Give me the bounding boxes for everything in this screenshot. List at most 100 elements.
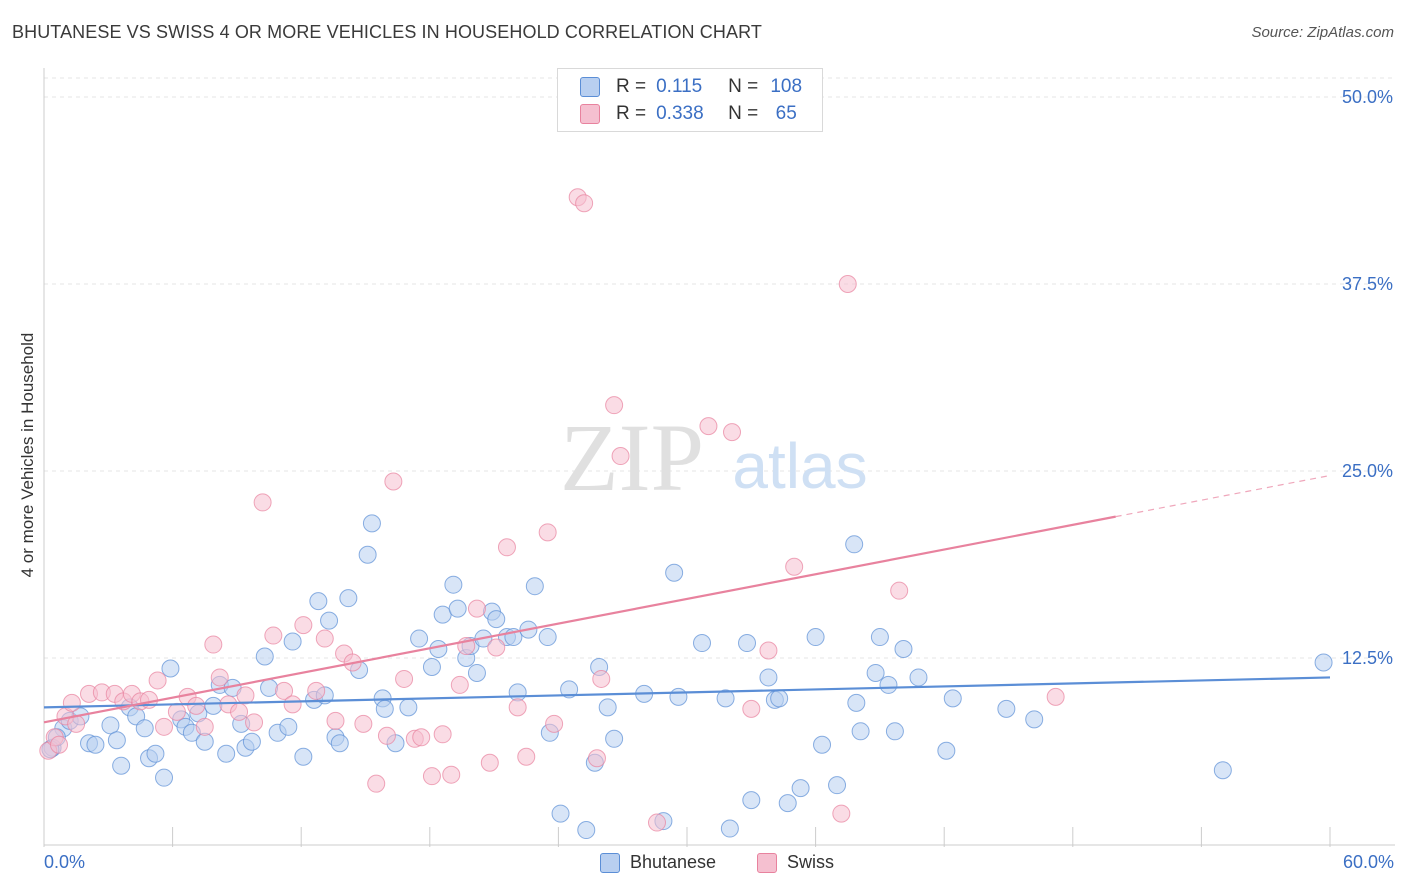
swiss-point — [587, 749, 606, 768]
r-label: R = — [616, 103, 647, 124]
bhutanese-point — [669, 687, 688, 706]
bhutanese-point — [943, 689, 962, 708]
bhutanese-point — [101, 716, 120, 735]
legend-item-bhutanese: Bhutanese — [600, 852, 716, 873]
bhutanese-legend-swatch — [600, 852, 620, 873]
bhutanese-point — [665, 563, 684, 582]
bhutanese-point — [851, 722, 870, 741]
bhutanese-point — [283, 632, 302, 651]
bhutanese-point — [538, 628, 557, 647]
bhutanese-r-value: 0.115 — [656, 76, 703, 97]
chart-title: BHUTANESE VS SWISS 4 OR MORE VEHICLES IN… — [12, 22, 762, 42]
bhutanese-point — [909, 668, 928, 687]
watermark: ZIP atlas — [560, 404, 868, 511]
swiss-point — [487, 638, 506, 657]
swiss-point — [283, 695, 302, 714]
bhutanese-point — [770, 689, 789, 708]
swiss-point — [545, 714, 564, 733]
swiss-point — [245, 713, 264, 732]
bhutanese-point — [759, 668, 778, 687]
bhutanese-point — [716, 689, 735, 708]
swiss-point — [230, 702, 249, 721]
stats-legend: R = 0.115 N = 108 R = 0.338 N = 65 — [557, 68, 823, 132]
swiss-point — [50, 735, 69, 754]
y-tick-label: 12.5% — [1342, 648, 1393, 668]
bhutanese-point — [161, 659, 180, 678]
bhutanese-point — [330, 734, 349, 753]
bhutanese-point — [1025, 710, 1044, 729]
swiss-legend-label: Swiss — [787, 852, 835, 872]
swiss-point — [647, 813, 666, 832]
bhutanese-point — [605, 729, 624, 748]
bhutanese-point — [195, 732, 214, 751]
bhutanese-point — [997, 699, 1016, 718]
swiss-point — [148, 671, 167, 690]
bhutanese-point — [870, 628, 889, 647]
swiss-point — [890, 581, 909, 600]
bhutanese-point — [86, 735, 105, 754]
x-axis-min-label: 0.0% — [44, 852, 86, 872]
axes — [43, 68, 1395, 847]
bhutanese-point — [845, 535, 864, 554]
bhutanese-point — [255, 647, 274, 666]
bhutanese-point — [1213, 761, 1232, 780]
grid-lines — [44, 77, 1395, 659]
bhutanese-point — [720, 819, 739, 838]
n-label: N = — [728, 103, 759, 124]
bhutanese-point — [135, 719, 154, 738]
bhutanese-point — [448, 599, 467, 618]
swiss-n-value: 65 — [775, 103, 797, 124]
bhutanese-point — [560, 680, 579, 699]
swiss-trend-extension — [1115, 474, 1331, 518]
swiss-point — [759, 641, 778, 660]
bhutanese-swatch — [580, 77, 600, 97]
bhutanese-point — [112, 756, 131, 775]
y-tick-labels: 12.5% 25.0% 37.5% 50.0% — [1342, 87, 1393, 668]
bhutanese-point — [847, 693, 866, 712]
swiss-point — [785, 557, 804, 576]
swiss-point — [508, 698, 527, 717]
bhutanese-point — [937, 741, 956, 760]
bhutanese-point — [309, 592, 328, 611]
swiss-point — [742, 699, 761, 718]
swiss-point — [167, 702, 186, 721]
bhutanese-point — [204, 696, 223, 715]
watermark-atlas: atlas — [732, 430, 867, 502]
swiss-point — [326, 711, 345, 730]
bhutanese-point — [107, 731, 126, 750]
bhutanese-n-value: 108 — [770, 76, 803, 97]
y-tick-label: 25.0% — [1342, 461, 1393, 481]
data-points — [39, 188, 1333, 840]
bhutanese-point — [467, 663, 486, 682]
bhutanese-point — [828, 776, 847, 795]
bhutanese-point — [399, 698, 418, 717]
bhutanese-point — [813, 735, 832, 754]
bhutanese-point — [879, 675, 898, 694]
legend-row-bhutanese: R = 0.115 N = 108 — [580, 75, 806, 99]
swiss-point — [605, 396, 624, 415]
bhutanese-point — [217, 744, 236, 763]
bhutanese-point — [894, 640, 913, 659]
legend-item-swiss: Swiss — [757, 852, 834, 873]
legend-row-swiss: R = 0.338 N = 65 — [580, 102, 806, 126]
swiss-swatch — [580, 104, 600, 124]
swiss-point — [575, 194, 594, 213]
swiss-point — [422, 767, 441, 786]
watermark-zip: ZIP — [560, 404, 704, 511]
swiss-point — [433, 725, 452, 744]
swiss-point — [467, 599, 486, 618]
swiss-point — [236, 686, 255, 705]
swiss-point — [62, 693, 81, 712]
bhutanese-point — [339, 589, 358, 608]
swiss-point — [538, 523, 557, 542]
swiss-point — [253, 493, 272, 512]
swiss-point — [611, 447, 630, 466]
swiss-r-value: 0.338 — [656, 103, 704, 124]
swiss-point — [699, 417, 718, 436]
trend-lines — [43, 474, 1331, 724]
swiss-point — [187, 696, 206, 715]
bhutanese-point — [806, 628, 825, 647]
n-label: N = — [728, 76, 759, 97]
bhutanese-point — [433, 605, 452, 624]
